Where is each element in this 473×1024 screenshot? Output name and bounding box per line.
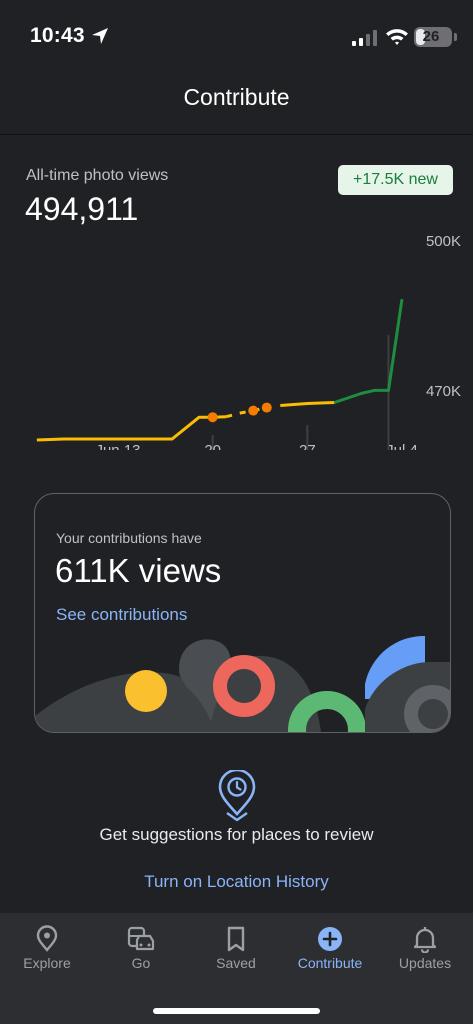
battery-tip [454,33,457,41]
chart-point-marker [261,402,272,413]
contributions-views: 611K views [55,552,222,589]
photo-views-total: 494,911 [25,191,139,227]
app-header: Contribute [0,68,473,135]
nav-go-label: Go [131,955,151,971]
nav-updates-label: Updates [398,955,452,971]
nav-saved-label: Saved [216,955,256,971]
bookmark-icon [227,926,245,952]
explore-pin-icon [36,925,58,952]
status-bar: 10:43 26 [0,0,473,68]
bottom-navigation: Explore Go Saved Contribute Updates [0,913,473,1024]
new-views-badge: +17.5K new [338,165,453,195]
page-title: Contribute [183,84,290,110]
wifi-icon [386,29,408,45]
nav-go[interactable]: Go [94,913,188,983]
photo-views-label: All-time photo views [26,167,169,184]
home-indicator [153,1008,320,1014]
chart-line-earlier [36,415,227,442]
commute-icon [127,926,155,951]
location-arrow-icon [92,28,108,44]
turn-on-location-history-link[interactable]: Turn on Location History [144,872,329,891]
location-history-icon [218,770,256,822]
x-tick-label: 20 [204,442,221,450]
see-contributions-link[interactable]: See contributions [56,605,188,624]
battery-percent: 26 [422,28,440,45]
x-tick-label: Jul 4 [386,442,418,450]
nav-contribute-label: Contribute [297,955,363,971]
suggestion-text: Get suggestions for places to review [99,825,374,844]
nav-explore[interactable]: Explore [0,913,94,983]
nav-updates[interactable]: Updates [378,913,472,983]
chart-line-estimated [225,406,268,419]
battery-icon: 26 [414,27,452,47]
bell-icon [413,927,437,953]
chart-point-marker [207,412,218,423]
chart-line-recent [333,298,404,404]
status-time: 10:43 [30,24,85,47]
battery-level-fill [416,29,425,45]
x-tick-label: 27 [299,442,316,450]
add-circle-icon [318,927,342,951]
contributions-label: Your contributions have [56,530,202,546]
main-content[interactable]: All-time photo views 494,911 +17.5K new … [0,135,473,913]
contributions-illustration [35,635,450,732]
x-tick-label: Jun 13 [95,442,140,450]
nav-contribute[interactable]: Contribute [283,913,377,983]
cellular-signal-icon [352,30,377,46]
nav-saved[interactable]: Saved [189,913,283,983]
chart-line-earlier-b [280,401,335,408]
chart-point-marker [248,405,259,416]
photo-views-chart[interactable]: Jun 13 20 27 Jul 4 500K 470K [0,220,473,450]
y-tick-label: 470K [426,383,461,400]
y-tick-label: 500K [426,233,461,250]
nav-explore-label: Explore [23,955,71,971]
contributions-card[interactable]: Your contributions have 611K views See c… [34,493,451,733]
